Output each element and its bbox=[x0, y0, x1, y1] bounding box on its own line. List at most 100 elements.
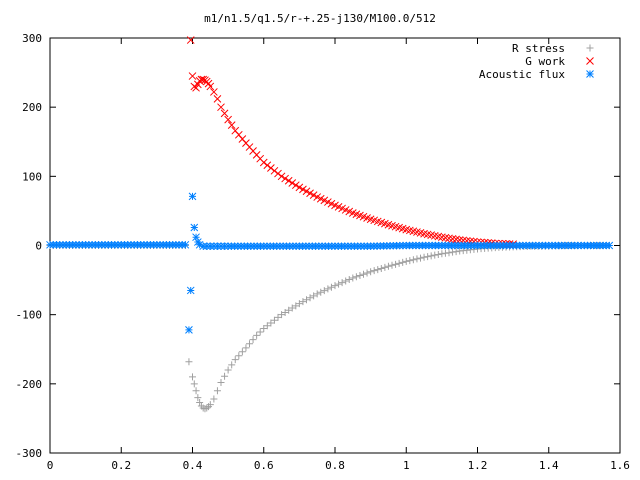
data-point bbox=[381, 263, 389, 271]
data-point bbox=[320, 287, 328, 295]
data-point bbox=[186, 36, 195, 44]
data-point bbox=[349, 274, 357, 282]
data-point bbox=[434, 250, 442, 258]
series-acoustic-flux bbox=[46, 192, 614, 334]
data-point bbox=[195, 240, 204, 249]
data-point bbox=[331, 282, 339, 290]
x-tick-label: 1.2 bbox=[468, 459, 488, 472]
data-point bbox=[186, 286, 195, 295]
x-tick-label: 1 bbox=[403, 459, 410, 472]
data-point bbox=[193, 238, 202, 246]
data-point bbox=[274, 169, 282, 178]
y-tick-label: 0 bbox=[35, 240, 42, 253]
data-point bbox=[303, 296, 310, 304]
data-point bbox=[263, 161, 272, 170]
y-tick-label: 300 bbox=[22, 32, 42, 45]
data-point bbox=[420, 253, 428, 261]
legend-marker bbox=[586, 44, 594, 52]
x-tick-label: 0.2 bbox=[111, 459, 131, 472]
y-tick-label: 100 bbox=[22, 170, 42, 183]
data-point bbox=[190, 380, 198, 388]
data-point bbox=[327, 283, 335, 291]
data-point bbox=[192, 233, 200, 242]
data-point bbox=[313, 290, 321, 298]
data-point bbox=[210, 395, 218, 403]
data-point bbox=[201, 405, 209, 413]
data-point bbox=[194, 394, 202, 402]
data-point bbox=[338, 279, 346, 287]
data-point bbox=[284, 176, 293, 185]
data-point bbox=[217, 242, 225, 251]
data-point bbox=[188, 72, 197, 80]
data-point bbox=[356, 272, 364, 280]
data-point bbox=[238, 348, 246, 356]
data-point bbox=[181, 240, 190, 249]
series-layer bbox=[46, 36, 614, 413]
data-point bbox=[220, 242, 229, 251]
data-point bbox=[267, 319, 275, 327]
data-point bbox=[189, 373, 196, 381]
data-point bbox=[259, 158, 268, 167]
y-tick-label: -200 bbox=[16, 378, 43, 391]
data-point bbox=[388, 261, 396, 269]
data-point bbox=[295, 300, 303, 308]
data-point bbox=[228, 361, 236, 369]
data-point bbox=[249, 336, 257, 344]
data-point bbox=[288, 179, 297, 187]
legend-marker bbox=[586, 70, 594, 78]
data-point bbox=[374, 266, 382, 274]
data-point bbox=[285, 306, 293, 314]
axis-ticks: 0 0.2 0.4 0.6 0.8 1 1.2 1.4 1.6 300 200 100 0 -100 -20… bbox=[16, 32, 630, 472]
data-point bbox=[203, 404, 211, 412]
data-point bbox=[295, 183, 304, 192]
legend-label: G work bbox=[525, 55, 565, 68]
x-tick-label: 1.6 bbox=[610, 459, 630, 472]
data-point bbox=[185, 326, 193, 334]
data-point bbox=[406, 257, 414, 265]
data-point bbox=[278, 311, 286, 319]
y-tick-label: -300 bbox=[16, 447, 43, 460]
data-point bbox=[281, 174, 289, 183]
data-point bbox=[227, 121, 236, 130]
data-point bbox=[210, 88, 218, 96]
data-point bbox=[452, 248, 460, 256]
data-point bbox=[210, 242, 218, 251]
chart-title: m1/n1.5/q1.5/r-+.25-j130/M100.0/512 bbox=[204, 12, 436, 25]
data-point bbox=[206, 82, 215, 91]
data-point bbox=[217, 103, 225, 112]
data-point bbox=[449, 248, 457, 256]
data-point bbox=[445, 249, 453, 257]
data-point bbox=[363, 269, 371, 277]
data-point bbox=[424, 253, 432, 261]
data-point bbox=[360, 270, 367, 278]
legend-marker bbox=[586, 57, 594, 65]
data-point bbox=[409, 256, 417, 264]
data-point bbox=[402, 257, 410, 265]
data-point bbox=[345, 276, 353, 284]
data-point bbox=[190, 223, 199, 232]
data-point bbox=[399, 258, 407, 266]
data-point bbox=[221, 372, 229, 380]
series-g-work bbox=[186, 36, 517, 248]
data-point bbox=[352, 273, 360, 281]
data-point bbox=[246, 340, 253, 348]
data-point bbox=[395, 259, 403, 267]
data-point bbox=[199, 242, 208, 251]
data-point bbox=[202, 242, 211, 251]
data-point bbox=[413, 255, 421, 263]
data-point bbox=[306, 189, 314, 198]
data-point bbox=[213, 242, 222, 251]
data-point bbox=[231, 356, 239, 364]
data-point bbox=[196, 399, 204, 407]
data-point bbox=[438, 250, 446, 258]
data-point bbox=[299, 185, 307, 194]
data-point bbox=[206, 242, 215, 251]
data-point bbox=[342, 277, 350, 285]
data-point bbox=[370, 267, 378, 275]
data-point bbox=[605, 241, 614, 250]
data-point bbox=[224, 366, 232, 374]
x-tick-label: 1.4 bbox=[539, 459, 559, 472]
data-point bbox=[367, 268, 375, 276]
